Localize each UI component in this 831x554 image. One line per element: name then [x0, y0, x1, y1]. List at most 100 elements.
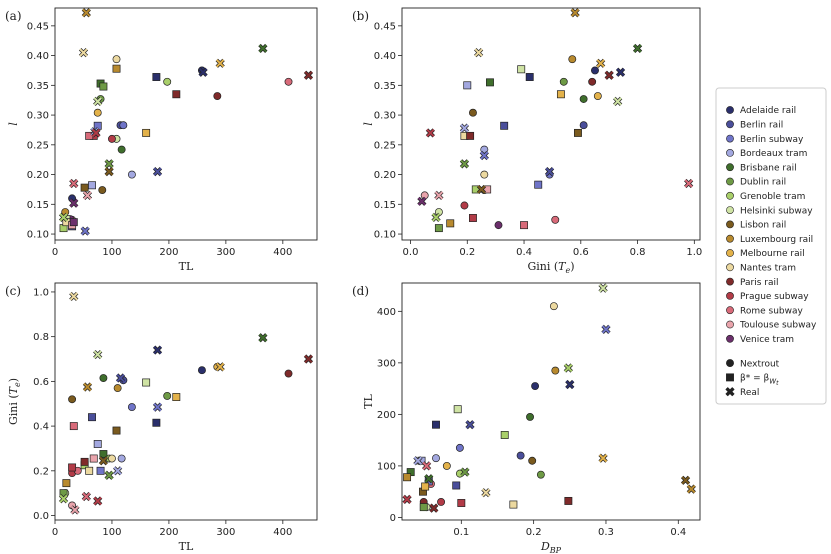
data-point-square [142, 378, 151, 387]
y-tick-label: 0.2 [33, 466, 49, 477]
data-point-circle [113, 384, 122, 393]
data-point-square [574, 128, 582, 137]
x-tick-label: 400 [273, 247, 292, 258]
panel-1: 0.0 0.2 0.4 0.6 0.8 1.0 0.10 0.15 0.20 0.25 0.30 0.… [352, 7, 702, 275]
y-tick-label: 0.25 [374, 140, 396, 151]
x-tick-label: 100 [102, 247, 121, 258]
data-point-x [563, 363, 573, 373]
data-point-x [58, 212, 69, 222]
y-tick-label: 200 [377, 410, 396, 421]
y-tick-label: 100 [377, 461, 396, 472]
data-point-x [598, 453, 608, 463]
data-point-circle [455, 443, 464, 452]
data-point-circle [437, 498, 446, 506]
data-point-square [172, 393, 181, 401]
data-point-x [81, 491, 91, 502]
legend-swatch [726, 334, 734, 343]
data-point-x [479, 150, 489, 161]
plot-frame [401, 7, 701, 241]
data-point-square [99, 450, 108, 458]
y-tick-label: 0.25 [27, 140, 49, 151]
data-point-x [632, 43, 643, 54]
data-point-square [89, 454, 98, 463]
panel-label: (c) [5, 284, 21, 298]
data-point-square [509, 500, 518, 509]
legend-entry: Prague subway [740, 292, 809, 302]
data-point-square [486, 78, 494, 87]
legend-marker-circle [726, 359, 734, 368]
legend-entry: Paris rail [740, 278, 779, 288]
data-point-x [152, 402, 163, 412]
data-point-x [481, 488, 491, 498]
data-point-circle [536, 470, 545, 479]
y-tick-label: 0.35 [374, 81, 396, 92]
legend-swatch [726, 277, 734, 286]
x-axis-label: DBP [540, 540, 562, 554]
y-tick-label: 0.6 [33, 377, 49, 388]
x-tick-label: 300 [216, 527, 235, 538]
legend-entry: Brisbane rail [740, 163, 797, 173]
y-tick-label: 0.8 [33, 332, 49, 343]
x-tick-label: 0.2 [459, 247, 475, 258]
data-point-circle [579, 95, 588, 103]
x-tick-label: 0.1 [453, 527, 469, 538]
data-point-x [303, 354, 314, 364]
x-axis-label: TL [179, 260, 194, 273]
legend-entry: Dublin rail [740, 178, 786, 188]
panel-2: 0 100 200 300 400 0.0 0.2 0.4 0.6 0.8 1.0 TL Gini (T… [5, 282, 318, 553]
data-point-square [88, 413, 96, 422]
data-point-x [69, 291, 79, 302]
legend-entry: Luxembourg rail [740, 235, 813, 245]
x-tick-label: 1.0 [686, 247, 702, 258]
y-tick-label: 0.15 [374, 200, 396, 211]
y-tick-label: 0.40 [27, 51, 49, 62]
legend-swatch [726, 249, 734, 257]
x-tick-label: 0.6 [573, 247, 589, 258]
data-point-square [80, 183, 89, 192]
data-point-x [413, 456, 423, 466]
data-point-circle [99, 374, 108, 382]
y-axis-label: TL [362, 393, 375, 408]
data-point-square [80, 457, 89, 466]
legend-swatch [726, 177, 734, 186]
x-tick-label: 200 [159, 527, 178, 538]
y-tick-label: 400 [377, 307, 396, 318]
legend-swatch [726, 148, 734, 157]
data-point-square [453, 405, 462, 414]
data-point-x [434, 190, 444, 200]
data-point-x [258, 333, 268, 343]
y-axis-label: Gini (Te) [7, 378, 22, 425]
x-tick-label: 0.2 [526, 527, 542, 538]
data-point-x [465, 420, 475, 430]
data-point-circle [516, 451, 525, 460]
data-point-x [424, 474, 434, 484]
x-axis-label: TL [179, 540, 194, 553]
data-point-x [417, 196, 427, 206]
data-point-x [69, 178, 79, 189]
legend-marker-x [725, 387, 735, 397]
data-point-square [112, 64, 121, 73]
data-point-square [421, 482, 430, 491]
data-point-x [80, 226, 90, 236]
legend-swatch [726, 306, 734, 315]
data-point-x [113, 466, 123, 476]
data-point-circle [93, 108, 102, 117]
data-point-x [460, 467, 470, 477]
data-point-circle [108, 134, 116, 143]
legend-swatch [726, 106, 734, 114]
data-point-x [115, 373, 126, 383]
data-point-square [457, 499, 466, 507]
y-tick-label: 300 [377, 358, 396, 369]
y-tick-label: 0.30 [27, 111, 49, 122]
data-point-circle [117, 145, 126, 154]
legend-marker-label: Nextrout [740, 359, 780, 369]
data-point-square [93, 440, 102, 448]
y-tick-label: 0.45 [374, 21, 396, 32]
legend-box [715, 87, 827, 405]
data-point-x [421, 461, 432, 471]
data-point-circle [593, 92, 602, 100]
data-point-x [680, 475, 691, 485]
data-point-square [172, 90, 181, 99]
y-axis-label: l [362, 122, 375, 126]
data-point-square [99, 82, 108, 91]
